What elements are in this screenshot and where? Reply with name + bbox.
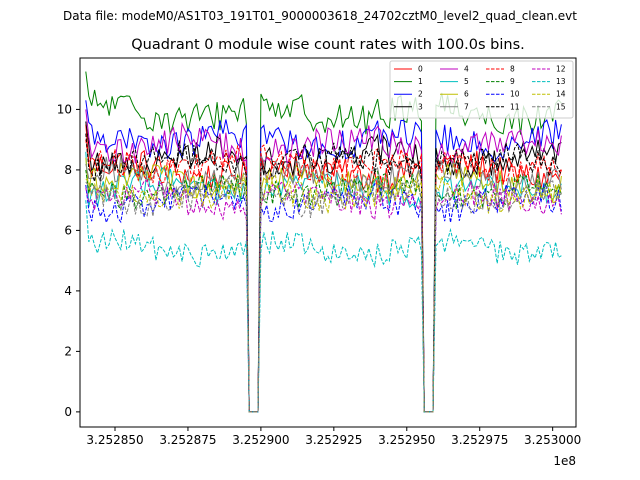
x-tick-label: 3.252950 [378, 433, 435, 447]
series-line-4 [85, 109, 562, 413]
x-offset-label: 1e8 [553, 454, 576, 468]
plot-frame [79, 57, 577, 428]
x-axis: 3.252850 3.252875 3.252900 3.252925 3.252950… [86, 427, 581, 447]
legend-label-2: 2 [418, 90, 423, 99]
x-tick-label: 3.252900 [232, 433, 289, 447]
y-tick-label: 6 [64, 223, 72, 237]
legend-label-11: 11 [510, 102, 520, 111]
series-line-6 [85, 157, 562, 413]
series-line-1 [85, 71, 562, 413]
y-tick-label: 4 [64, 284, 72, 298]
legend-label-13: 13 [556, 77, 566, 86]
chart-title: Quadrant 0 module wise count rates with … [131, 37, 525, 53]
figure-suptitle: Data file: modeM0/AS1T03_191T01_90000036… [63, 9, 577, 23]
legend-label-12: 12 [556, 65, 566, 74]
series-line-5 [85, 151, 562, 413]
y-tick-label: 0 [64, 405, 72, 419]
y-tick-label: 2 [64, 344, 72, 358]
x-tick-label: 3.252850 [86, 433, 143, 447]
x-tick-label: 3.252975 [451, 433, 508, 447]
legend-label-0: 0 [418, 65, 423, 74]
y-tick-label: 10 [57, 102, 72, 116]
series-line-14 [85, 173, 562, 413]
y-tick-label: 8 [64, 163, 72, 177]
legend-label-1: 1 [418, 77, 423, 86]
x-tick-label: 3.253000 [524, 433, 581, 447]
series-line-8 [85, 139, 562, 413]
legend-label-8: 8 [510, 65, 515, 74]
series-line-13 [85, 200, 562, 413]
series-line-10 [85, 182, 562, 413]
series-line-2 [85, 100, 562, 413]
series-line-15 [85, 175, 562, 413]
x-tick-label: 3.252875 [159, 433, 216, 447]
series-line-12 [85, 180, 562, 413]
legend-label-14: 14 [556, 90, 566, 99]
legend-label-4: 4 [464, 65, 469, 74]
legend-label-9: 9 [510, 77, 515, 86]
legend-label-15: 15 [556, 102, 566, 111]
legend-label-10: 10 [510, 90, 520, 99]
series-layer [85, 71, 562, 413]
y-axis: 0 2 4 6 8 10 [57, 102, 80, 419]
legend-label-6: 6 [464, 90, 469, 99]
legend-label-3: 3 [418, 102, 423, 111]
legend-label-5: 5 [464, 77, 469, 86]
legend-label-7: 7 [464, 102, 469, 111]
legend-frame [389, 60, 574, 119]
x-tick-label: 3.252925 [305, 433, 362, 447]
series-line-11 [85, 133, 562, 413]
